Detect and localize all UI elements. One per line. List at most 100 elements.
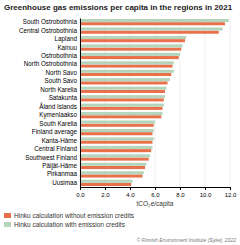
y-tick-label: South Karelia [39,120,77,127]
y-tick: North Ostrobothnia [24,60,80,67]
legend-item: Hinku calculation with emission credits [4,221,126,228]
y-tick-label: South Savo [44,77,77,84]
x-tick-mark [130,187,131,190]
bar [80,132,153,135]
grid-line [130,18,131,187]
bar [80,56,179,59]
bar [80,31,219,34]
legend: Hinku calculation without emission credi… [4,212,135,228]
y-tick: Lapland [55,35,80,43]
x-tick-label: 12.0 [225,192,237,198]
bar [80,166,145,169]
plot: 0.02.04.06.08.010.012.0South Ostrobothni… [19,18,237,208]
y-tick: South Karelia [39,120,80,127]
bar [80,65,173,68]
bar [80,81,168,84]
y-tick-label: Pirkanmaa [47,170,78,177]
bar [80,104,164,107]
bar [80,98,164,101]
bar [80,124,154,127]
grid-line [105,18,106,187]
x-tick-mark [105,187,106,190]
x-tick: 10.0 [200,187,212,198]
bar [80,53,180,56]
bar [80,171,144,174]
y-tick: Ostrobothnia [41,52,80,59]
x-tick-label: 4.0 [126,192,135,198]
bar [80,183,131,186]
grid-line [230,18,231,187]
grid [80,18,230,187]
y-tick-label: Southwest Finland [25,153,77,160]
y-tick-label: Central Ostrobothnia [19,27,78,34]
x-tick: 12.0 [225,187,237,198]
bars [80,19,229,186]
bar-series [80,19,229,183]
y-axis-line [80,19,81,188]
bar [80,129,154,132]
bar [80,158,149,161]
y-tick: South Savo [44,77,80,84]
y-tick-label: Finland average [32,128,78,136]
chart: Greenhouse gas emissions per capita in t… [0,0,240,245]
x-tick: 2.0 [101,187,110,198]
y-tick-label: North Ostrobothnia [24,60,78,67]
y-tick: Southwest Finland [25,153,80,160]
y-tick-label: North Karelia [40,86,77,93]
y-tick-label: Satakunta [49,94,78,101]
y-tick-label: North Savo [46,69,78,76]
y-tick: Uusimaa [52,179,80,186]
y-tick: Åland Islands [39,102,80,110]
y-tick-label: Kanta-Häme [42,137,78,144]
footnote: © Finnish Environment Institute (Syke), … [137,237,237,243]
bar [80,44,183,47]
y-tick: South Ostrobothnia [23,18,80,25]
legend-label: Hinku calculation without emission credi… [14,212,135,219]
x-tick: 4.0 [126,187,135,198]
y-tick: Pirkanmaa [47,170,80,177]
bar [80,19,229,22]
y-tick-label: Lapland [55,35,78,43]
bar [80,95,165,98]
y-tick-label: South Ostrobothnia [23,18,78,25]
x-tick: 8.0 [176,187,185,198]
y-tick: Central Ostrobothnia [19,27,80,34]
bar [80,115,161,118]
y-tick: Finland average [32,128,80,136]
x-tick-mark [155,187,156,190]
bar [80,107,163,110]
bar [80,78,170,81]
y-tick-label: Kymenlaakso [39,111,77,119]
y-tick-label: Uusimaa [52,179,77,186]
grid-line [180,18,181,187]
legend-swatch [4,213,11,218]
bar [80,87,166,90]
x-tick-label: 2.0 [101,192,110,198]
legend-label: Hinku calculation with emission credits [14,221,126,228]
bar [80,39,185,42]
y-tick: North Savo [46,69,81,76]
bar [80,149,151,152]
grid-line [155,18,156,187]
bar [80,146,153,149]
bar [80,73,171,76]
legend-item: Hinku calculation without emission credi… [4,212,135,219]
x-tick-mark [180,187,181,190]
y-tick: North Karelia [40,86,80,93]
y-tick-label: Kainuu [57,44,77,51]
y-tick: Kymenlaakso [39,111,80,119]
bar [80,163,146,166]
y-tick-label: Ostrobothnia [41,52,78,59]
x-tick: 6.0 [151,187,160,198]
grid-line [205,18,206,187]
bar [80,61,174,64]
y-tick-label: Central Finland [34,145,77,152]
x-tick-label: 10.0 [200,192,212,198]
bar [80,90,165,93]
bar [80,154,150,157]
y-tick: Päijät-Häme [42,162,80,170]
bar [80,48,181,51]
x-tick-mark [205,187,206,190]
y-tick-label: Åland Islands [39,102,77,110]
bar [80,112,163,115]
